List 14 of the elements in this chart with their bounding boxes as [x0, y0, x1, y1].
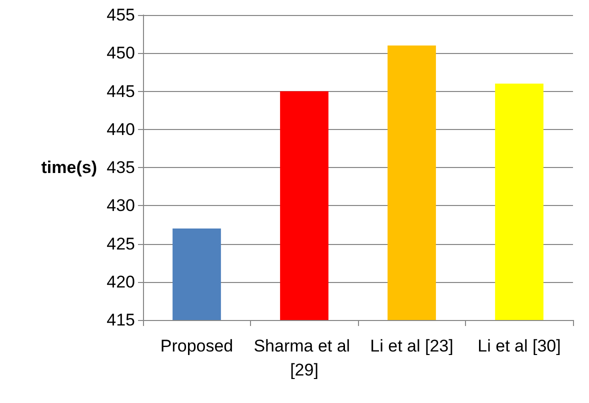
y-tick-label: 415 [106, 310, 135, 330]
y-tick-label: 445 [106, 82, 135, 101]
y-tick-label: 455 [106, 6, 135, 24]
y-tick-label: 430 [106, 196, 135, 216]
y-tick-label: 420 [106, 272, 135, 292]
y-tick-label: 450 [106, 44, 135, 63]
x-tick-label: Proposed [160, 336, 234, 356]
y-axis-title: time(s) [41, 158, 97, 177]
x-tick-label: Li et al [23] [370, 336, 454, 356]
y-tick-label: 435 [106, 158, 135, 177]
y-tick-label: 425 [106, 234, 135, 254]
y-tick-label: 440 [106, 120, 135, 139]
x-tick-label: Li et al [30] [478, 336, 561, 356]
x-tick-label: Sharma et al [29] [254, 336, 355, 380]
